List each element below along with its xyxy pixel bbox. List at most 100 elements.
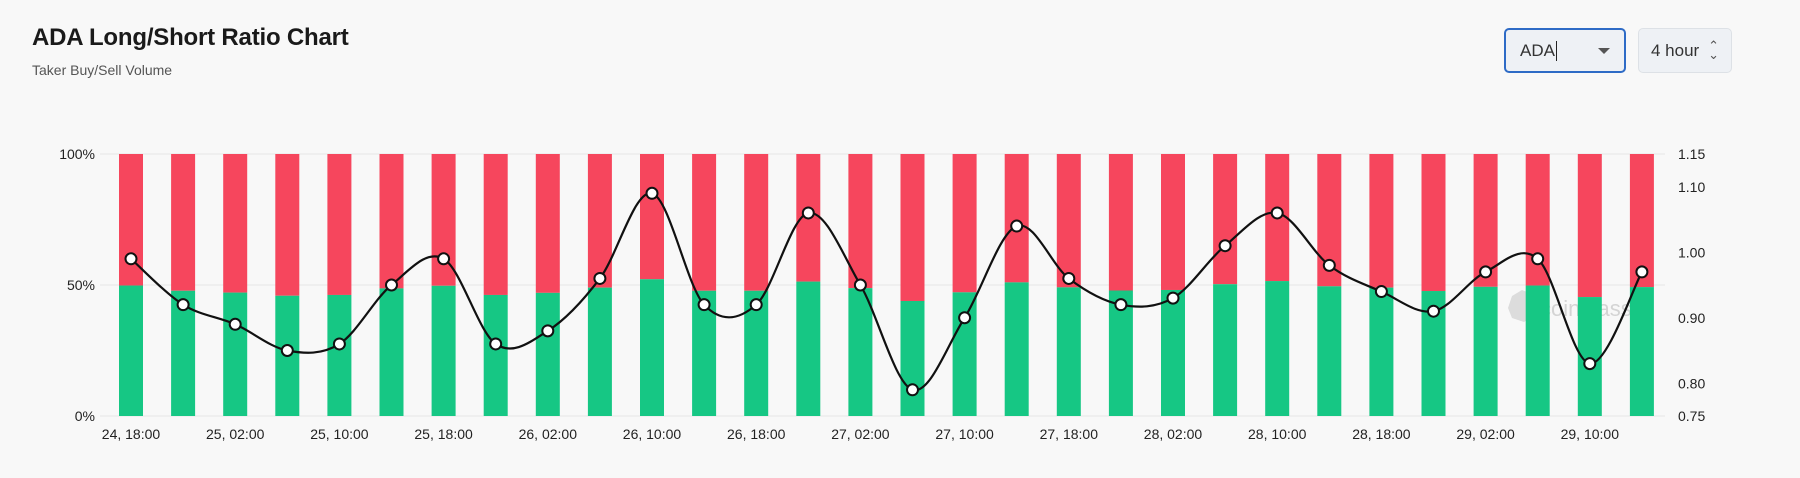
short-bar [1213, 154, 1238, 285]
ratio-point [1166, 291, 1180, 305]
ratio-point [1479, 265, 1493, 279]
x-tick-label: 28, 18:00 [1352, 426, 1411, 442]
x-tick-label: 27, 02:00 [831, 426, 890, 442]
ratio-point [1427, 304, 1440, 318]
ratio-point [1270, 206, 1284, 220]
y-left-tick-label: 100% [59, 146, 95, 162]
y-left-tick-label: 50% [67, 277, 95, 293]
long-bar [1317, 286, 1342, 416]
short-bar [275, 154, 300, 296]
short-bar [692, 154, 717, 291]
symbol-select[interactable]: ADA [1504, 28, 1626, 73]
short-bar [1108, 154, 1133, 291]
ratio-point [697, 298, 711, 312]
long-bar [223, 292, 248, 416]
long-bar [431, 285, 456, 416]
short-bar [1525, 154, 1550, 286]
short-bar [1161, 154, 1185, 290]
y-right-tick-label: 1.15 [1678, 146, 1705, 162]
short-bar [1577, 154, 1602, 298]
long-bar [1004, 282, 1029, 416]
ratio-point [906, 383, 919, 397]
x-tick-label: 28, 10:00 [1248, 426, 1307, 442]
x-tick-label: 29, 10:00 [1561, 426, 1620, 442]
short-bar [1629, 154, 1654, 288]
short-bar [1421, 154, 1446, 292]
long-bar [379, 288, 404, 416]
long-bar [171, 290, 196, 416]
ratio-point [593, 271, 607, 285]
ratio-point [228, 317, 242, 331]
x-tick-label: 25, 18:00 [414, 426, 473, 442]
ratio-point [1635, 265, 1649, 279]
text-cursor [1555, 40, 1557, 61]
long-bar [1108, 290, 1133, 416]
ratio-point [1218, 239, 1232, 253]
ratio-point [437, 252, 451, 266]
x-tick-label: 27, 10:00 [935, 426, 994, 442]
symbol-select-value: ADA [1520, 40, 1555, 60]
y-right-tick-label: 1.10 [1678, 179, 1705, 195]
long-bar [1525, 285, 1550, 416]
long-bar [1161, 289, 1185, 416]
short-bar [848, 154, 873, 289]
long-bar [483, 294, 508, 416]
long-bar [640, 279, 664, 416]
x-tick-label: 29, 02:00 [1456, 426, 1515, 442]
ratio-point [124, 252, 138, 266]
short-bar [223, 154, 248, 293]
short-bar [1473, 154, 1498, 287]
ratio-point [1062, 271, 1076, 285]
ratio-point [749, 298, 763, 312]
x-tick-label: 27, 18:00 [1040, 426, 1099, 442]
long-bar [952, 292, 977, 416]
short-bar [640, 154, 664, 280]
short-bar [483, 154, 508, 295]
chart-subtitle: Taker Buy/Sell Volume [32, 62, 173, 78]
ratio-point [1322, 258, 1336, 272]
y-right-tick-label: 1.00 [1678, 244, 1705, 260]
short-bar [1369, 154, 1394, 288]
ratio-point [176, 298, 190, 312]
y-right-tick-label: 0.90 [1678, 310, 1705, 326]
short-bar [1056, 154, 1081, 288]
long-bar [1213, 284, 1238, 416]
chart-title: ADA Long/Short Ratio Chart [32, 24, 349, 51]
interval-select-value: 4 hour [1651, 40, 1700, 60]
long-bar [535, 292, 560, 416]
ratio-point [280, 344, 294, 357]
long-bar [1056, 287, 1081, 416]
long-bar [848, 288, 873, 416]
long-bar [587, 287, 612, 416]
ratio-point [853, 278, 867, 292]
long-bar [796, 281, 821, 416]
long-bar [119, 285, 143, 416]
up-down-arrows-icon: ⌃ ⌄ [1708, 38, 1719, 62]
short-bar [952, 154, 977, 293]
y-right-tick-label: 0.80 [1678, 375, 1705, 391]
ratio-point [1010, 219, 1024, 233]
x-tick-label: 25, 10:00 [310, 426, 369, 442]
ratio-point [1374, 285, 1388, 299]
long-bar [327, 294, 352, 416]
ratio-point [801, 206, 815, 220]
ratio-point [332, 337, 346, 351]
ratio-point [958, 311, 972, 325]
short-bar [535, 154, 560, 293]
long-bar [1629, 287, 1654, 416]
ratio-point [1583, 357, 1597, 371]
long-bar [1265, 281, 1290, 416]
x-tick-label: 26, 10:00 [623, 426, 682, 442]
short-bar [379, 154, 404, 289]
ratio-point [1114, 298, 1128, 312]
x-tick-label: 28, 02:00 [1144, 426, 1203, 442]
ratio-point [489, 337, 503, 351]
short-bar [1004, 154, 1029, 283]
short-bar [587, 154, 612, 288]
ratio-point [645, 186, 659, 200]
short-bar [900, 154, 925, 301]
interval-select[interactable]: 4 hour ⌃ ⌄ [1638, 28, 1732, 73]
y-right-tick-label: 0.75 [1678, 408, 1705, 424]
